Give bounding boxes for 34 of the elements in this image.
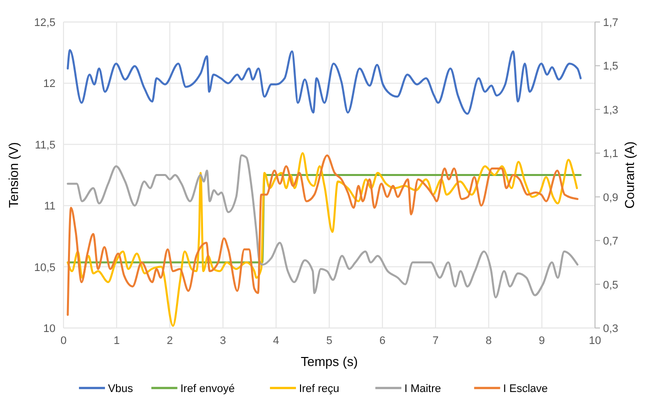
- y2-tick-label: 1,5: [603, 60, 618, 73]
- y2-tick-label: 0,7: [603, 236, 618, 248]
- legend-label: Iref reçu: [298, 383, 340, 395]
- x-tick-label: 0: [60, 335, 67, 347]
- x-tick-label: 9: [538, 335, 545, 347]
- x-tick-label: 1: [114, 335, 120, 347]
- y2-tick-label: 1,7: [603, 17, 618, 29]
- legend-label: Vbus: [108, 383, 134, 395]
- x-tick-label: 8: [486, 335, 492, 347]
- y2-tick-label: 0,3: [603, 323, 618, 335]
- y2-tick-label: 1,1: [603, 148, 618, 160]
- y2-tick-label: 0,9: [603, 192, 618, 204]
- y-tick-label: 10,5: [34, 262, 56, 274]
- y-tick-label: 10: [43, 323, 56, 335]
- y-tick-label: 11,5: [34, 139, 56, 152]
- x-tick-label: 7: [432, 335, 439, 347]
- y-axis-title: Tension (V): [6, 142, 21, 208]
- legend-label: I Esclave: [503, 383, 548, 395]
- x-tick-label: 10: [588, 335, 602, 347]
- y2-tick-label: 0,5: [603, 279, 618, 292]
- y-tick-label: 12: [43, 78, 56, 90]
- y-tick-label: 11: [44, 200, 56, 213]
- x-axis-title: Temps (s): [300, 354, 358, 369]
- x-tick-label: 2: [166, 335, 173, 347]
- x-tick-label: 6: [379, 335, 386, 347]
- y2-tick-label: 1,3: [603, 104, 618, 116]
- y2-axis-title: Courant (A): [622, 141, 637, 209]
- legend-label: I Maitre: [404, 383, 442, 395]
- x-tick-label: 5: [326, 335, 332, 347]
- line-series: [66, 49, 582, 115]
- x-tick-label: 3: [220, 335, 226, 347]
- y-tick-label: 12,5: [34, 17, 56, 29]
- x-tick-label: 4: [273, 335, 280, 347]
- legend-label: Iref envoyé: [180, 383, 235, 395]
